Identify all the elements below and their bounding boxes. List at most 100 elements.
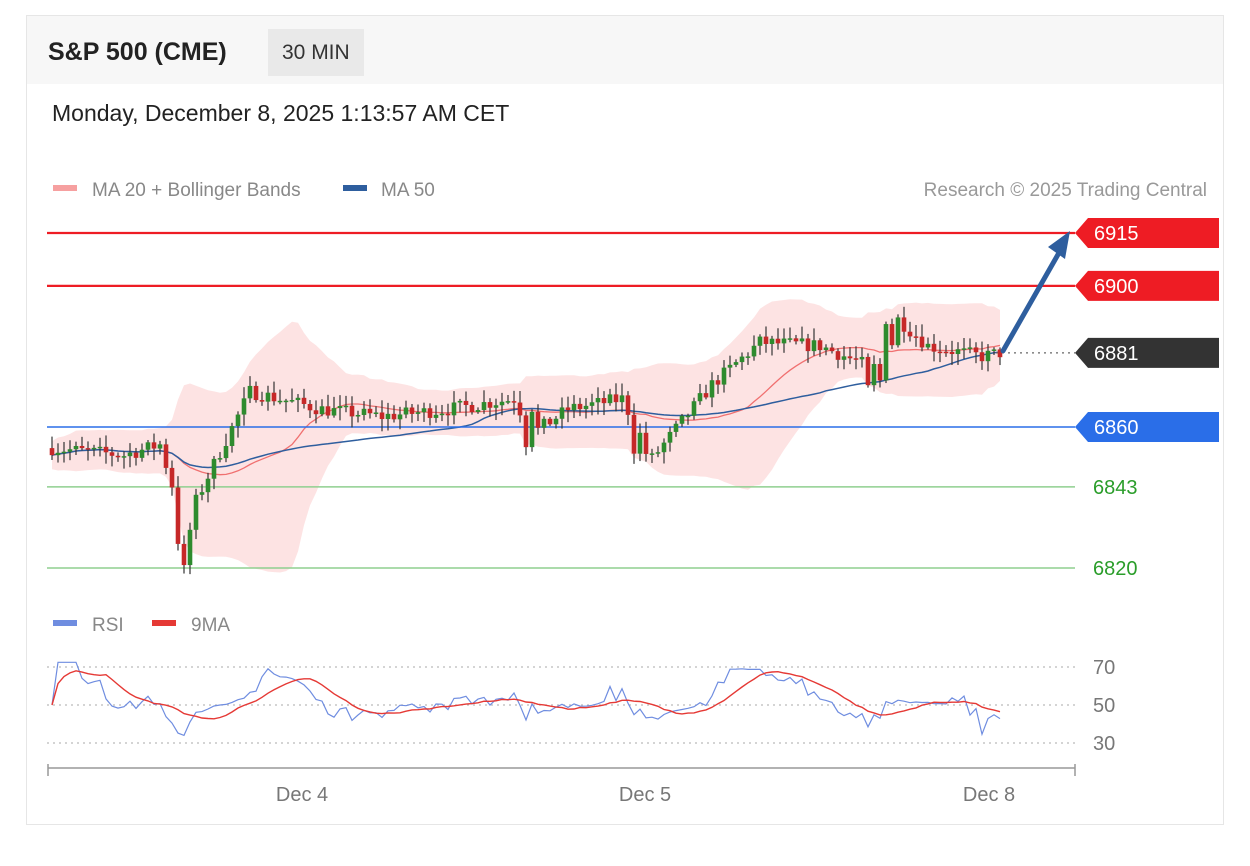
candle-body <box>913 336 919 338</box>
candle-body <box>439 413 445 416</box>
candle-body <box>811 340 817 352</box>
candle-body <box>649 453 655 455</box>
candle-body <box>151 442 157 449</box>
candle-body <box>967 347 973 349</box>
candle-body <box>307 403 313 411</box>
candle-body <box>469 405 475 412</box>
candle-body <box>49 448 55 456</box>
candle-body <box>517 402 523 416</box>
candle-body <box>961 348 967 350</box>
candle-body <box>997 349 1003 358</box>
candle-body <box>379 412 385 420</box>
level-label-6820: 6820 <box>1093 558 1138 580</box>
candle-body <box>373 412 379 414</box>
candle-body <box>553 418 559 425</box>
candle-body <box>901 317 907 332</box>
candle-body <box>559 407 565 419</box>
candle-body <box>85 448 91 450</box>
candle-body <box>331 408 337 416</box>
candle-body <box>199 492 205 495</box>
candle-body <box>289 400 295 402</box>
candle-body <box>169 467 175 488</box>
x-tick-label: Dec 4 <box>276 784 328 806</box>
candle-body <box>253 385 259 401</box>
candle-body <box>991 349 997 351</box>
candle-body <box>367 408 373 414</box>
candle-body <box>361 408 367 415</box>
candle-body <box>433 414 439 418</box>
candle-body <box>409 407 415 414</box>
price-levels <box>47 231 1075 569</box>
candle-body <box>271 392 277 402</box>
candle-body <box>673 423 679 432</box>
candle-body <box>829 347 835 352</box>
candle-body <box>493 405 499 408</box>
level-label-6843: 6843 <box>1093 477 1138 499</box>
candle-body <box>547 418 553 425</box>
interval-badge[interactable]: 30 MIN <box>268 29 364 76</box>
ma20-line <box>51 344 1001 476</box>
rsi-tick-50: 50 <box>1093 695 1115 717</box>
forecast-arrow-shaft <box>1000 248 1063 354</box>
candle-body <box>793 338 799 342</box>
candle-body <box>613 394 619 403</box>
candle-body <box>865 356 871 386</box>
candle-body <box>697 393 703 402</box>
candle-body <box>535 411 541 428</box>
candle-body <box>211 458 217 479</box>
candle-body <box>163 444 169 468</box>
candle-body <box>739 356 745 363</box>
candle-body <box>667 431 673 443</box>
candle-body <box>487 402 493 408</box>
legend-label-rsi: RSI <box>92 615 124 636</box>
candle-body <box>325 406 331 416</box>
candle-body <box>985 350 991 362</box>
candle-body <box>973 347 979 353</box>
candle-body <box>79 445 85 449</box>
candle-body <box>505 401 511 403</box>
candle-body <box>241 398 247 415</box>
candle-body <box>541 418 547 428</box>
rsi-panel: 70 50 30 <box>47 657 1115 755</box>
candle-body <box>919 336 925 348</box>
x-tick-label: Dec 8 <box>963 784 1015 806</box>
candle-body <box>721 367 727 385</box>
candle-body <box>679 415 685 424</box>
candle-body <box>883 324 889 381</box>
candle-body <box>109 452 115 456</box>
candle-body <box>703 393 709 398</box>
level-label-6900: 6900 <box>1094 276 1139 298</box>
legend-label-ma50: MA 50 <box>381 180 435 201</box>
candle-body <box>685 415 691 418</box>
candle-body <box>187 529 193 566</box>
rsi-line <box>51 661 1001 737</box>
candle-body <box>823 347 829 351</box>
candle-body <box>223 445 229 459</box>
candle-body <box>235 414 241 427</box>
candle-body <box>157 444 163 449</box>
level-labels: 6915 6900 6881 6860 6843 6820 <box>1075 218 1219 580</box>
time-axis: Dec 4 Dec 5 Dec 8 <box>47 764 1076 806</box>
level-label-6860: 6860 <box>1094 417 1139 439</box>
candle-body <box>445 413 451 416</box>
candle-body <box>583 405 589 410</box>
candle-body <box>787 338 793 340</box>
candle-body <box>103 446 109 453</box>
candle-body <box>601 398 607 404</box>
level-label-6915: 6915 <box>1094 223 1139 245</box>
candle-body <box>295 397 301 401</box>
candle-body <box>733 362 739 365</box>
candle-body <box>745 356 751 358</box>
candle-body <box>427 408 433 418</box>
ma50-line <box>51 351 1001 469</box>
candle-body <box>355 414 361 417</box>
candle-body <box>775 338 781 344</box>
candle-body <box>451 402 457 416</box>
candle-body <box>415 412 421 414</box>
candle-body <box>55 452 61 456</box>
candle-body <box>661 442 667 453</box>
candle-body <box>343 405 349 408</box>
candle-body <box>841 356 847 360</box>
legend-swatch-ma20-bb <box>53 185 77 191</box>
candle-body <box>145 442 151 450</box>
